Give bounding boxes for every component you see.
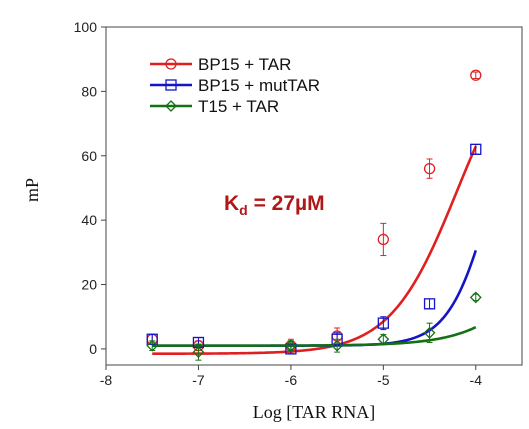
x-tick-label: -7 — [192, 372, 205, 388]
x-tick-label: -6 — [285, 372, 298, 388]
data-point-series-1 — [470, 69, 482, 81]
data-points — [146, 69, 482, 361]
data-point-series-2 — [470, 143, 482, 155]
data-point-series-3 — [146, 339, 159, 352]
y-tick-label: 80 — [81, 83, 97, 99]
data-point-series-3 — [331, 339, 344, 352]
fit-curve-series-3 — [152, 326, 477, 347]
data-point-series-3 — [192, 346, 205, 359]
data-point-series-3 — [469, 291, 482, 304]
legend-label: BP15 + TAR — [198, 55, 291, 74]
kd-value: = 27µM — [248, 192, 325, 215]
fit-curve-series-1 — [152, 145, 477, 356]
x-axis-title: Log [TAR RNA] — [253, 402, 376, 422]
data-point-series-1 — [377, 233, 389, 246]
data-point-series-1 — [423, 162, 436, 175]
fit-curves — [152, 145, 478, 356]
data-point-series-2 — [377, 317, 389, 329]
y-axis-title: mP — [22, 178, 42, 202]
fit-curve-series-2 — [152, 249, 478, 347]
kd-prefix: K — [224, 192, 239, 215]
x-tick-label: -5 — [377, 372, 390, 388]
legend-label: T15 + TAR — [198, 97, 279, 116]
kd-subscript: d — [239, 202, 248, 218]
y-tick-label: 20 — [81, 277, 97, 293]
y-tick-label: 60 — [81, 148, 97, 164]
data-point-series-3 — [423, 326, 436, 339]
legend-marker — [165, 100, 177, 112]
plot-frame — [105, 26, 523, 366]
legend-marker — [165, 79, 177, 91]
data-point-series-3 — [377, 333, 390, 346]
legend-marker — [165, 58, 177, 70]
y-tick-label: 0 — [89, 341, 97, 357]
x-tick-label: -8 — [100, 372, 113, 388]
x-axis: -8 -7 -6 -5 -4 — [100, 365, 482, 388]
y-axis: 0 20 40 60 80 100 — [74, 19, 106, 357]
legend: BP15 + TAR BP15 + mutTAR T15 + TAR — [150, 55, 320, 116]
x-tick-label: -4 — [470, 372, 483, 388]
y-tick-label: 40 — [81, 212, 97, 228]
data-point-series-2 — [423, 298, 436, 310]
kd-annotation: Kd = 27µM — [224, 192, 325, 218]
legend-label: BP15 + mutTAR — [198, 76, 320, 95]
y-tick-label: 100 — [74, 19, 98, 35]
data-point-series-3 — [284, 339, 297, 352]
